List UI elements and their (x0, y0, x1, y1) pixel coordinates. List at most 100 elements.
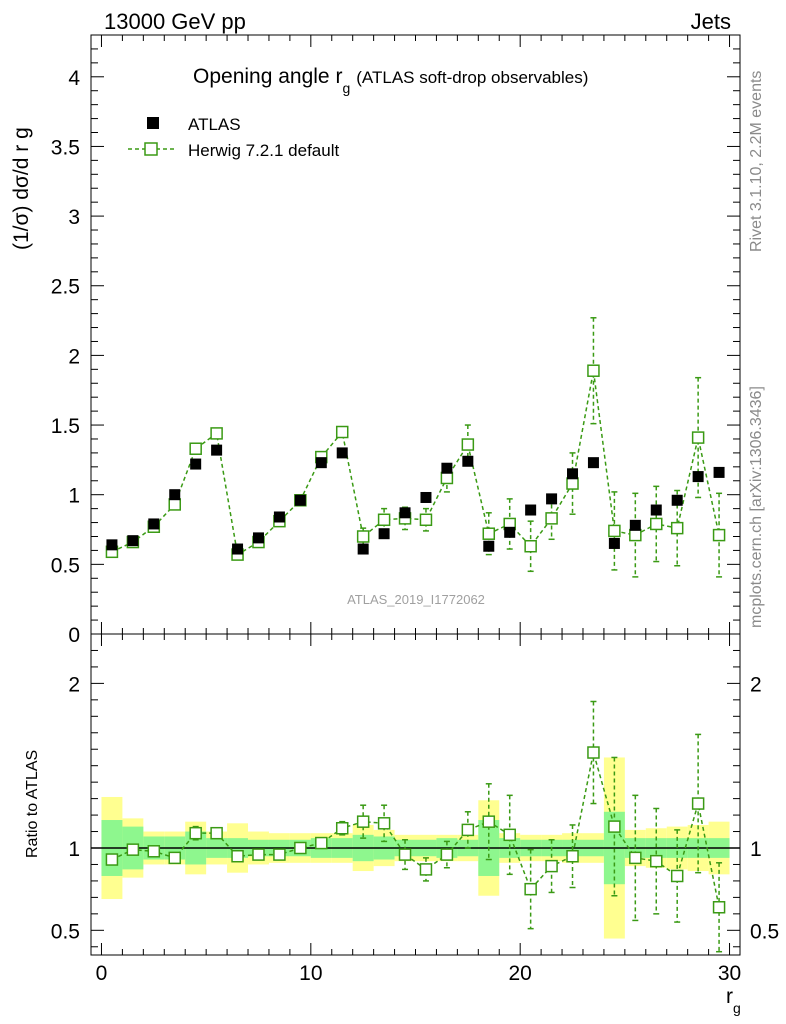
legend-atlas-label: ATLAS (188, 115, 241, 134)
ratio-point (440, 848, 454, 861)
legend-herwig-label: Herwig 7.2.1 default (188, 141, 339, 160)
ratio-point (670, 869, 684, 883)
mc-point (524, 539, 537, 553)
y-tick-label: 0 (68, 624, 80, 647)
mc-point (168, 498, 181, 511)
ratio-point (105, 853, 119, 866)
data-point (650, 504, 662, 516)
legend-herwig-marker (144, 142, 158, 156)
rivet-info-label: Rivet 3.1.10, 2.2M events (748, 71, 765, 252)
y-tick-label: 4 (68, 67, 80, 90)
ratio-point (545, 859, 558, 873)
data-point (169, 489, 181, 501)
analysis-label: ATLAS_2019_I1772062 (347, 592, 485, 607)
mc-line (111, 370, 720, 556)
data-point (232, 543, 244, 555)
ratio-point (587, 746, 600, 759)
ratio-point (356, 815, 370, 828)
ratio-tick-label-left: 0.5 (51, 920, 80, 943)
y-tick-label: 2 (68, 345, 80, 368)
ratio-point (629, 851, 642, 865)
mc-point (670, 521, 684, 535)
ratio-tick-label-right: 1 (750, 838, 762, 861)
x-tick-label: 10 (299, 962, 322, 985)
ratio-point (524, 882, 537, 896)
ratio-series (105, 700, 726, 953)
y-tick-label: 3.5 (51, 136, 80, 159)
ratio-point (398, 848, 412, 861)
ratio-y-axis-label: Ratio to ATLAS (24, 750, 41, 858)
data-point (399, 507, 411, 519)
data-point (671, 494, 683, 506)
ratio-point (335, 821, 349, 835)
mc-point (650, 517, 663, 531)
y-tick-label: 2.5 (51, 276, 80, 299)
x-tick-label: 0 (96, 962, 108, 985)
mc-point (691, 431, 705, 444)
data-point (587, 457, 599, 469)
ratio-point (691, 797, 705, 810)
ratio-point (252, 848, 265, 861)
x-axis-label-main: r (726, 985, 733, 1008)
x-axis-label: rg (726, 985, 741, 1016)
x-tick-label: 20 (508, 962, 531, 985)
ratio-point (315, 836, 328, 850)
data-point (294, 494, 306, 506)
data-point (106, 539, 118, 551)
data-point (336, 447, 348, 459)
data-point (211, 444, 223, 456)
data-point (483, 540, 495, 552)
mc-point (356, 530, 370, 543)
ratio-point (273, 848, 286, 861)
header-right-label: Jets (691, 9, 731, 34)
data-point (127, 535, 139, 547)
data-point (315, 457, 327, 469)
data-point (567, 468, 579, 480)
x-tick-label: 30 (718, 962, 741, 985)
data-point (462, 455, 474, 467)
ratio-point (482, 815, 496, 828)
data-point (546, 493, 558, 505)
ratio-point (210, 826, 223, 840)
ratio-tick-label-left: 2 (68, 673, 80, 696)
data-point (357, 543, 369, 555)
ratio-point (231, 849, 244, 863)
data-point (629, 519, 641, 531)
data-series (106, 444, 725, 555)
y-tick-label: 0.5 (51, 554, 80, 577)
mc-point (440, 471, 454, 485)
chart-title-main: Opening angle r (193, 65, 342, 88)
data-point (504, 526, 516, 538)
ratio-point (189, 826, 202, 840)
data-point (713, 466, 725, 478)
mc-point (482, 527, 496, 540)
chart-title-tail: (ATLAS soft-drop observables) (356, 68, 588, 87)
x-axis-ticks: 0 10 20 30 (96, 35, 741, 985)
ratio-point (650, 854, 663, 868)
header-left-label: 13000 GeV pp (104, 9, 246, 34)
ratio-point (503, 828, 516, 842)
ratio-point (566, 849, 579, 863)
mc-point (712, 528, 726, 542)
ratio-point (419, 863, 433, 876)
mcplots-info-label: mcplots.cern.ch [arXiv:1306.3436] (748, 386, 765, 628)
mc-point (629, 528, 642, 542)
data-point (252, 532, 264, 544)
y-tick-label: 1 (68, 485, 80, 508)
mc-point (419, 513, 433, 527)
mc-series (105, 317, 726, 578)
data-point (525, 504, 537, 516)
ratio-point (461, 823, 475, 837)
y-tick-label: 3 (68, 206, 80, 229)
ratio-tick-label-right: 2 (750, 673, 762, 696)
data-point (148, 518, 160, 530)
ratio-point (712, 901, 726, 914)
y-tick-label: 1.5 (51, 415, 80, 438)
chart-title-sub: g (342, 80, 350, 96)
ratio-axis-ticks: 0.5 0.5 1 1 2 2 (51, 649, 779, 948)
legend-atlas-marker (147, 117, 159, 129)
ratio-tick-label-right: 0.5 (750, 920, 779, 943)
mc-point (608, 524, 621, 538)
mc-point (377, 513, 391, 527)
